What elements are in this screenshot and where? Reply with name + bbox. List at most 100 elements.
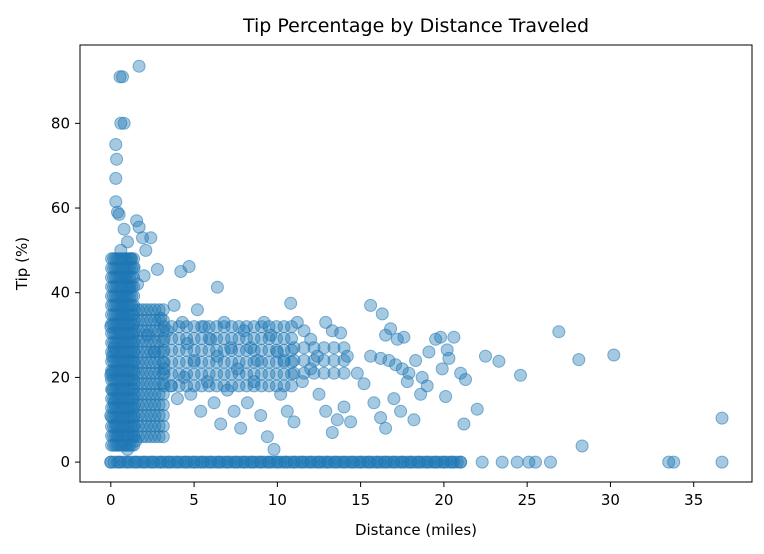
- data-point: [325, 324, 339, 338]
- data-point-dense: [156, 398, 170, 412]
- data-point: [220, 383, 234, 397]
- data-point: [492, 354, 506, 368]
- data-point: [150, 262, 164, 276]
- x-axis-label: Distance (miles): [355, 521, 477, 539]
- data-point: [254, 409, 268, 422]
- x-tick-label: 30: [601, 491, 620, 509]
- data-point: [114, 116, 128, 130]
- data-point: [607, 348, 621, 362]
- data-point: [117, 311, 131, 325]
- data-point-dense: [287, 341, 301, 355]
- data-point: [139, 243, 153, 257]
- data-point: [112, 324, 126, 338]
- data-point: [180, 337, 194, 350]
- data-point: [257, 315, 271, 329]
- data-point: [344, 415, 358, 429]
- data-point: [334, 326, 348, 340]
- data-point: [182, 260, 196, 273]
- data-point: [109, 138, 123, 151]
- data-point: [357, 377, 371, 391]
- data-point: [109, 171, 123, 185]
- data-point: [514, 368, 527, 382]
- data-point: [277, 354, 291, 367]
- data-point: [470, 402, 484, 416]
- data-point: [350, 366, 364, 380]
- data-point: [384, 322, 398, 336]
- data-point: [116, 70, 129, 84]
- data-point-dense: [327, 354, 341, 367]
- data-point: [297, 324, 311, 338]
- data-point: [111, 205, 124, 219]
- data-point: [207, 396, 221, 410]
- data-point: [544, 455, 557, 469]
- data-point: [121, 442, 134, 456]
- data-point: [420, 379, 434, 393]
- data-point: [157, 362, 171, 376]
- data-point: [364, 298, 378, 312]
- data-point: [129, 434, 143, 448]
- data-point: [230, 362, 244, 376]
- data-point: [244, 341, 258, 355]
- data-point: [184, 387, 198, 401]
- data-point: [117, 222, 131, 236]
- data-point: [270, 345, 284, 359]
- data-point-dense: [277, 320, 291, 334]
- x-tick-label: 15: [351, 491, 370, 509]
- data-point: [237, 324, 251, 338]
- data-point: [522, 455, 536, 469]
- data-point: [454, 455, 468, 469]
- data-point: [375, 307, 389, 321]
- data-point: [447, 330, 461, 344]
- data-point: [114, 243, 128, 257]
- data-point: [400, 375, 414, 389]
- data-point: [170, 392, 184, 406]
- data-point: [435, 362, 449, 376]
- data-point: [204, 332, 218, 346]
- x-axis-ticks: 0 5 10 15 20 25 30 35: [106, 482, 703, 509]
- x-tick-label: 25: [518, 491, 537, 509]
- chart-title: Tip Percentage by Distance Traveled: [242, 15, 589, 37]
- data-point: [422, 345, 436, 359]
- data-point: [106, 383, 119, 397]
- data-point: [127, 260, 141, 274]
- data-point: [164, 379, 178, 393]
- y-tick-label: 20: [51, 368, 70, 386]
- data-point: [104, 368, 118, 382]
- data-point: [295, 375, 309, 389]
- y-axis-label: Tip (%): [13, 237, 31, 291]
- data-point: [382, 354, 396, 367]
- data-point: [367, 396, 381, 410]
- data-point: [395, 362, 409, 376]
- data-point: [136, 231, 149, 245]
- data-point: [662, 455, 676, 469]
- data-point: [247, 375, 261, 389]
- data-point-dense: [297, 354, 311, 367]
- data-point-dense: [156, 419, 170, 433]
- data-point: [475, 455, 489, 469]
- data-point: [284, 296, 298, 310]
- x-tick-label: 20: [434, 491, 453, 509]
- data-point: [479, 349, 492, 363]
- data-point: [104, 320, 118, 334]
- data-point: [140, 328, 154, 342]
- data-point: [379, 421, 393, 435]
- data-point: [459, 373, 472, 386]
- plot-frame: [79, 44, 753, 483]
- data-point: [112, 207, 126, 221]
- data-point: [572, 353, 586, 367]
- data-point: [667, 455, 681, 469]
- data-point-dense: [127, 271, 141, 284]
- data-point: [110, 152, 124, 166]
- data-point-dense: [232, 320, 246, 334]
- data-point: [330, 413, 344, 427]
- data-point: [160, 324, 174, 338]
- x-tick-label: 10: [268, 491, 287, 509]
- data-point: [177, 370, 191, 384]
- data-point-dense: [297, 341, 311, 355]
- y-tick-label: 40: [51, 284, 70, 302]
- data-point-zero: [107, 455, 121, 469]
- data-point: [575, 439, 589, 453]
- data-point: [374, 411, 388, 425]
- data-point: [240, 396, 254, 410]
- data-point: [111, 430, 124, 444]
